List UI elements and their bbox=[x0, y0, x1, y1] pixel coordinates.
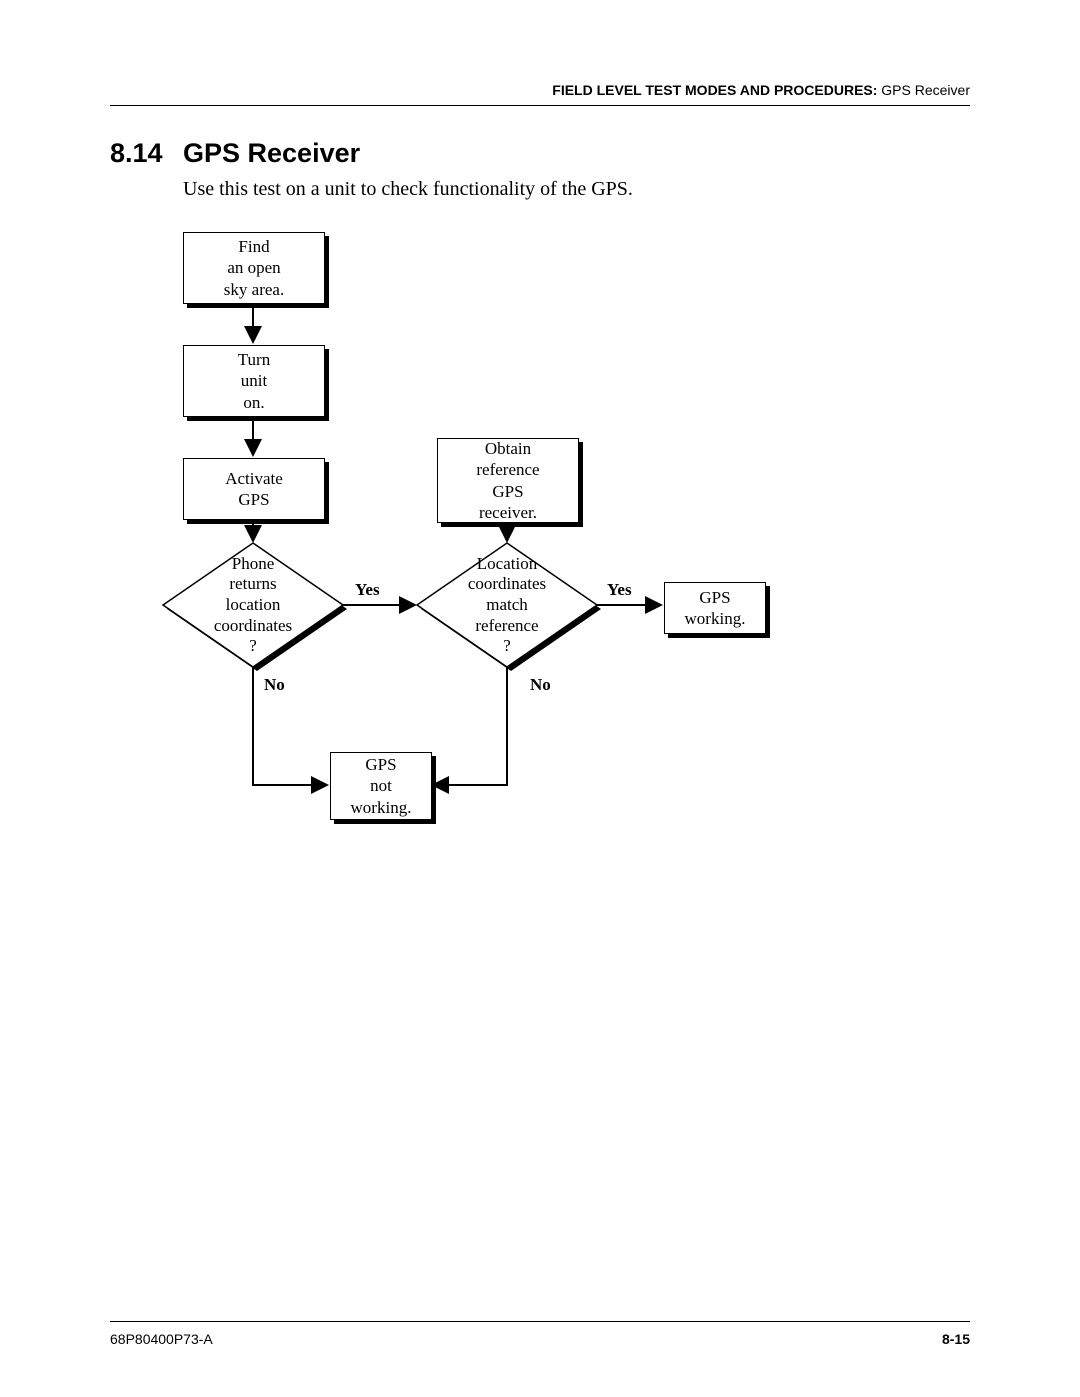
footer-right: 8-15 bbox=[942, 1331, 970, 1347]
flow-node-text: Findan opensky area. bbox=[218, 232, 290, 304]
header-bold: FIELD LEVEL TEST MODES AND PROCEDURES: bbox=[552, 82, 877, 98]
running-header: FIELD LEVEL TEST MODES AND PROCEDURES: G… bbox=[552, 82, 970, 98]
flow-node-n2: Turnuniton. bbox=[183, 345, 325, 417]
edge-label: Yes bbox=[355, 580, 380, 600]
section-title: GPS Receiver bbox=[183, 138, 360, 169]
flow-node-text: Turnuniton. bbox=[232, 345, 276, 417]
header-plain: GPS Receiver bbox=[877, 82, 970, 98]
flow-node-n1: Findan opensky area. bbox=[183, 232, 325, 304]
section-number: 8.14 bbox=[110, 138, 163, 169]
header-rule bbox=[110, 105, 970, 106]
flow-node-text: ActivateGPS bbox=[219, 464, 289, 515]
page: FIELD LEVEL TEST MODES AND PROCEDURES: G… bbox=[0, 0, 1080, 1397]
flow-node-text: ObtainreferenceGPSreceiver. bbox=[470, 434, 545, 527]
section-intro: Use this test on a unit to check functio… bbox=[183, 178, 633, 201]
edge-label: No bbox=[530, 675, 551, 695]
flow-decision-d1: Phonereturnslocationcoordinates? bbox=[183, 554, 323, 658]
flow-decision-d2: Locationcoordinatesmatchreference? bbox=[437, 554, 577, 658]
flow-node-text: GPSworking. bbox=[679, 583, 752, 634]
flow-node-n3: ActivateGPS bbox=[183, 458, 325, 520]
footer-left: 68P80400P73-A bbox=[110, 1331, 213, 1347]
flow-node-n6: GPSnotworking. bbox=[330, 752, 432, 820]
flow-node-text: GPSnotworking. bbox=[345, 750, 418, 822]
flow-node-n5: GPSworking. bbox=[664, 582, 766, 634]
flow-node-n4: ObtainreferenceGPSreceiver. bbox=[437, 438, 579, 523]
edge-label: Yes bbox=[607, 580, 632, 600]
edge-label: No bbox=[264, 675, 285, 695]
flowchart-svg bbox=[0, 0, 1080, 1397]
footer-rule bbox=[110, 1321, 970, 1322]
